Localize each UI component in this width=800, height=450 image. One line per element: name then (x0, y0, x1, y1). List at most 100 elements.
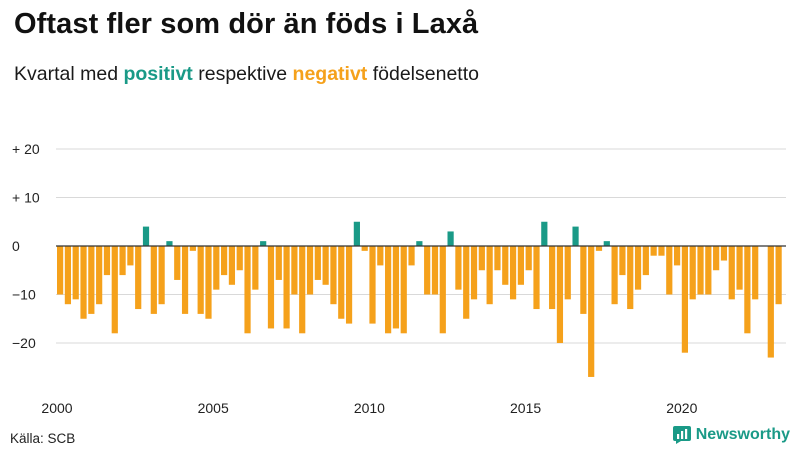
bar-positive (166, 241, 173, 246)
bar-negative (673, 246, 681, 266)
bar-negative (431, 246, 439, 295)
bar-negative (666, 246, 673, 295)
bar-negative (564, 246, 571, 300)
bar-negative (424, 246, 431, 295)
bar-negative (509, 246, 517, 300)
bar-negative (189, 246, 196, 251)
bar-negative (127, 246, 134, 266)
bar-negative (96, 246, 103, 305)
bar-negative (64, 246, 72, 305)
y-tick-label: + 10 (12, 190, 40, 206)
bar-negative (408, 246, 415, 266)
brand-name: Newsworthy (695, 426, 790, 443)
bar-negative (705, 246, 712, 295)
bar-positive (416, 241, 423, 246)
bar-negative (681, 246, 688, 353)
bar-negative (611, 246, 618, 305)
bar-negative (392, 246, 400, 329)
bar-negative (744, 246, 751, 334)
bar-negative (720, 246, 728, 261)
x-tick-label: 2010 (354, 400, 385, 416)
bar-negative (267, 246, 275, 329)
bar-negative (642, 246, 649, 276)
source-note: Källa: SCB (10, 431, 76, 446)
bar-negative (338, 246, 345, 319)
bar-negative (502, 246, 509, 285)
bar-negative (57, 246, 64, 295)
bar-negative (72, 246, 79, 300)
bar-negative (369, 246, 376, 324)
bar-negative (314, 246, 321, 280)
bar-negative (158, 246, 165, 305)
bar-negative (291, 246, 298, 295)
bar-positive (603, 241, 610, 246)
y-tick-label: 0 (12, 238, 20, 254)
bar-negative (650, 246, 657, 256)
bar-negative (580, 246, 587, 314)
y-tick-label: + 20 (12, 141, 40, 157)
bar-negative (517, 246, 524, 285)
bar-negative (221, 246, 228, 276)
bar-negative (174, 246, 181, 280)
bar-negative (525, 246, 532, 271)
bar-negative (385, 246, 392, 334)
brand: Newsworthy (672, 426, 790, 444)
bar-negative (767, 246, 774, 358)
bar-negative (111, 246, 118, 334)
bar-negative (377, 246, 384, 266)
bar-negative (244, 246, 251, 334)
subtitle-positive-word: positivt (123, 63, 193, 85)
bar-positive (353, 221, 360, 246)
bar-positive (447, 231, 454, 246)
newsworthy-logo-icon (672, 426, 691, 444)
subtitle-middle: respektive (198, 63, 288, 85)
bar-negative (752, 246, 759, 300)
bar-negative (494, 246, 501, 271)
bar-negative (345, 246, 353, 324)
chart-subtitle: Kvartal med positivt respektive negativt… (14, 63, 479, 86)
chart-title: Oftast fler som dör än föds i Laxå (14, 8, 479, 40)
bar-negative (486, 246, 493, 305)
bar-negative (713, 246, 720, 271)
bar-negative (361, 246, 368, 251)
bar-negative (478, 246, 485, 271)
bar-negative (322, 246, 329, 285)
bar-negative (658, 246, 665, 256)
x-tick-label: 2020 (666, 400, 697, 416)
subtitle-negative-word: negativt (292, 63, 368, 85)
bar-negative (181, 246, 189, 314)
bar-negative (619, 246, 626, 276)
bar-negative (736, 246, 743, 290)
bar-negative (689, 246, 696, 300)
bar-negative (213, 246, 220, 290)
bar-negative (306, 246, 314, 295)
bar-negative (330, 246, 337, 305)
bar-negative (697, 246, 704, 295)
bar-negative (275, 246, 282, 280)
bar-negative (595, 246, 603, 251)
bar-negative (627, 246, 634, 310)
subtitle-suffix: födelsenetto (372, 63, 479, 85)
y-tick-label: −20 (12, 335, 36, 351)
bar-negative (455, 246, 462, 290)
bar-positive (572, 226, 579, 246)
x-tick-label: 2015 (510, 400, 541, 416)
bar-negative (205, 246, 212, 319)
bar-negative (470, 246, 478, 300)
bar-negative (88, 246, 95, 314)
bar-negative (533, 246, 540, 310)
bar-negative (400, 246, 407, 334)
bar-negative (634, 246, 642, 290)
bar-negative (549, 246, 556, 310)
bar-negative (80, 246, 87, 319)
bar-negative (463, 246, 470, 319)
bar-negative (135, 246, 142, 310)
y-tick-label: −10 (12, 287, 36, 303)
x-tick-label: 2000 (41, 400, 72, 416)
bar-negative (252, 246, 259, 290)
bar-negative (283, 246, 290, 329)
bar-negative (728, 246, 735, 300)
bar-negative (228, 246, 236, 285)
bar-negative (103, 246, 111, 276)
